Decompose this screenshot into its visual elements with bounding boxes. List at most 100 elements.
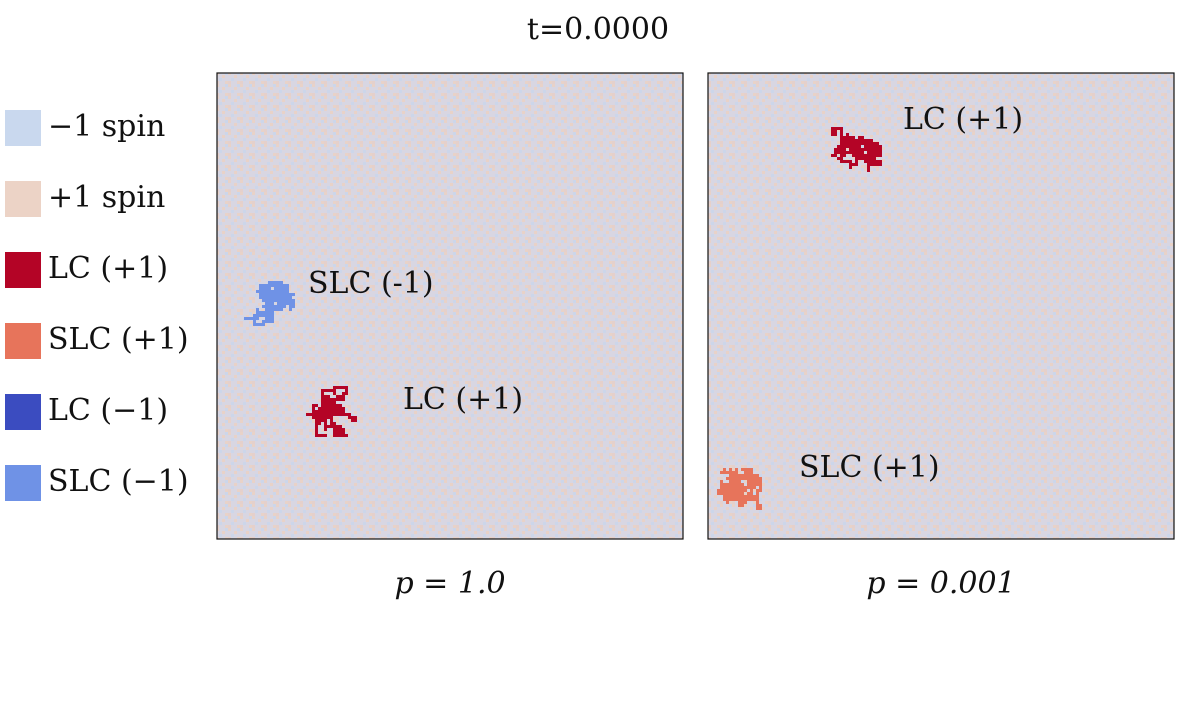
cluster-cell: [726, 471, 729, 474]
cluster-cell: [318, 419, 321, 422]
cluster-cell: [283, 305, 286, 308]
cluster-cell: [843, 136, 846, 139]
cluster-cell: [292, 293, 295, 296]
cluster-cell: [342, 413, 345, 416]
cluster-cell: [747, 492, 750, 495]
legend-swatch: [5, 465, 41, 501]
cluster-cell: [849, 136, 852, 139]
cluster-cell: [289, 308, 292, 311]
cluster-cell: [840, 148, 843, 151]
cluster-cell: [864, 154, 867, 157]
cluster-cell: [849, 148, 852, 151]
cluster-cell: [333, 413, 336, 416]
cluster-cell: [744, 501, 747, 504]
cluster-cell: [280, 305, 283, 308]
cluster-cell: [753, 498, 756, 501]
cluster-cell: [277, 281, 280, 284]
cluster-cell: [864, 142, 867, 145]
cluster-cell: [339, 407, 342, 410]
cluster-cell: [867, 145, 870, 148]
cluster-cell: [756, 483, 759, 486]
cluster-cell: [327, 425, 330, 428]
title: t=0.0000: [527, 12, 669, 47]
cluster-cell: [744, 471, 747, 474]
cluster-cell: [351, 416, 354, 419]
spin-cluster: [717, 468, 762, 510]
cluster-cell: [861, 142, 864, 145]
cluster-cell: [321, 416, 324, 419]
cluster-cell: [330, 410, 333, 413]
cluster-cell: [852, 163, 855, 166]
cluster-cell: [271, 299, 274, 302]
cluster-cell: [271, 308, 274, 311]
cluster-cell: [265, 299, 268, 302]
cluster-cell: [855, 160, 858, 163]
cluster-cell: [327, 413, 330, 416]
cluster-cell: [354, 416, 357, 419]
cluster-cell: [348, 416, 351, 419]
cluster-cell: [738, 483, 741, 486]
cluster-cell: [864, 160, 867, 163]
cluster-cell: [855, 163, 858, 166]
cluster-cell: [268, 317, 271, 320]
cluster-cell: [280, 293, 283, 296]
cluster-cell: [274, 308, 277, 311]
cluster-cell: [750, 480, 753, 483]
cluster-cell: [735, 489, 738, 492]
legend-swatch: [5, 181, 41, 217]
cluster-cell: [720, 471, 723, 474]
cluster-cell: [339, 386, 342, 389]
cluster-cell: [259, 287, 262, 290]
cluster-cell: [753, 483, 756, 486]
cluster-cell: [741, 492, 744, 495]
cluster-cell: [327, 389, 330, 392]
cluster-cell: [852, 148, 855, 151]
cluster-cell: [738, 501, 741, 504]
cluster-cell: [262, 290, 265, 293]
cluster-cell: [271, 314, 274, 317]
cluster-cell: [747, 468, 750, 471]
cluster-cell: [333, 407, 336, 410]
cluster-cell: [268, 299, 271, 302]
cluster-cell: [753, 486, 756, 489]
cluster-cell: [324, 410, 327, 413]
cluster-cell: [849, 142, 852, 145]
cluster-cell: [342, 410, 345, 413]
cluster-cell: [720, 486, 723, 489]
cluster-cell: [840, 157, 843, 160]
cluster-cell: [735, 477, 738, 480]
cluster-cell: [732, 498, 735, 501]
cluster-cell: [837, 127, 840, 130]
cluster-cell: [333, 434, 336, 437]
cluster-cell: [870, 154, 873, 157]
cluster-cell: [738, 495, 741, 498]
cluster-cell: [268, 314, 271, 317]
cluster-cell: [840, 151, 843, 154]
cluster-cell: [345, 392, 348, 395]
cluster-cell: [324, 413, 327, 416]
cluster-cell: [262, 323, 265, 326]
cluster-cell: [861, 148, 864, 151]
cluster-cell: [315, 404, 318, 407]
spin-cluster: [306, 386, 357, 437]
cluster-cell: [289, 305, 292, 308]
cluster-cell: [843, 160, 846, 163]
cluster-cell: [289, 299, 292, 302]
cluster-cell: [312, 404, 315, 407]
cluster-cell: [735, 483, 738, 486]
cluster-cell: [858, 157, 861, 160]
cluster-cell: [259, 284, 262, 287]
cluster-cell: [858, 142, 861, 145]
cluster-cell: [858, 151, 861, 154]
cluster-cell: [318, 413, 321, 416]
cluster-cell: [327, 416, 330, 419]
cluster-cell: [870, 142, 873, 145]
cluster-cell: [330, 419, 333, 422]
cluster-cell: [741, 501, 744, 504]
cluster-cell: [280, 281, 283, 284]
cluster-cell: [732, 492, 735, 495]
cluster-cell: [286, 287, 289, 290]
cluster-cell: [852, 145, 855, 148]
cluster-cell: [333, 422, 336, 425]
cluster-cell: [726, 498, 729, 501]
